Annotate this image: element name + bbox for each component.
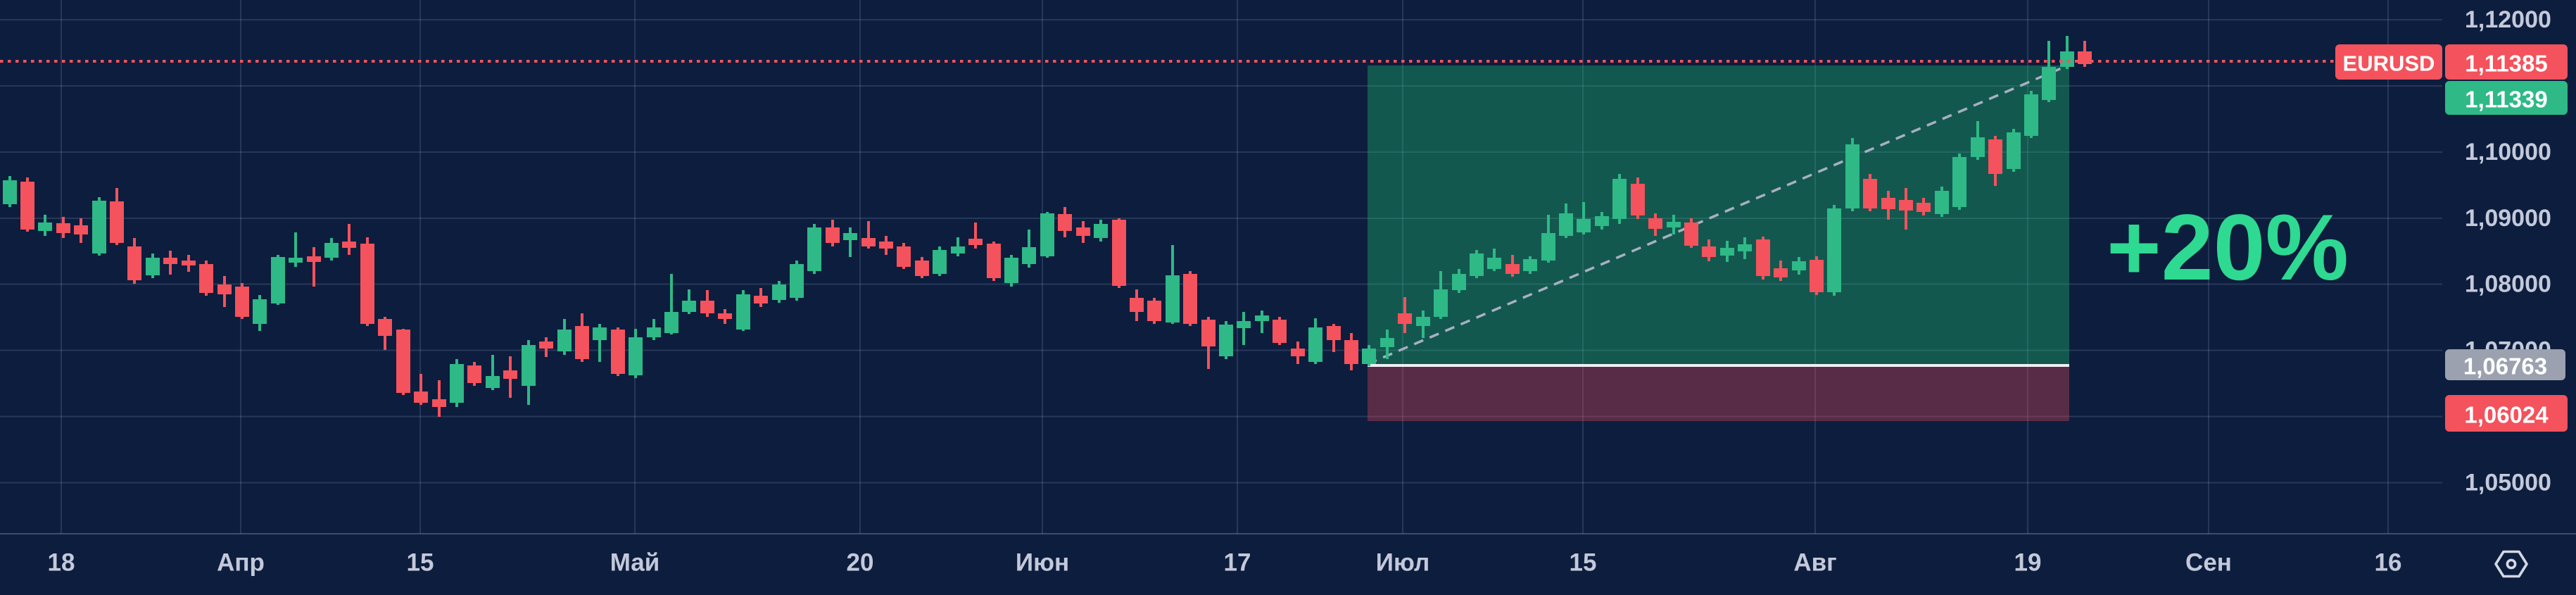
svg-text:15: 15 [407, 549, 434, 577]
svg-text:EURUSD: EURUSD [2343, 51, 2435, 76]
svg-text:Апр: Апр [217, 549, 265, 577]
svg-text:Май: Май [610, 549, 660, 577]
svg-text:1,05000: 1,05000 [2465, 470, 2551, 496]
svg-text:Июн: Июн [1016, 549, 1069, 577]
svg-text:18: 18 [48, 549, 75, 577]
svg-text:1,10000: 1,10000 [2465, 139, 2551, 165]
svg-text:+20%: +20% [2107, 196, 2349, 300]
svg-text:1,12000: 1,12000 [2465, 6, 2551, 33]
svg-text:1,06763: 1,06763 [2463, 353, 2547, 380]
svg-text:20: 20 [847, 549, 874, 577]
svg-text:1,11339: 1,11339 [2465, 87, 2547, 113]
svg-text:Авг: Авг [1793, 549, 1836, 577]
svg-text:Сен: Сен [2185, 549, 2232, 577]
svg-text:17: 17 [1224, 549, 1251, 577]
svg-text:15: 15 [1570, 549, 1597, 577]
svg-text:19: 19 [2014, 549, 2042, 577]
svg-text:16: 16 [2375, 549, 2402, 577]
svg-text:Июл: Июл [1376, 549, 1429, 577]
svg-text:1,09000: 1,09000 [2465, 205, 2551, 232]
svg-text:1,06024: 1,06024 [2464, 402, 2549, 428]
svg-text:1,11385: 1,11385 [2465, 51, 2547, 77]
svg-text:1,08000: 1,08000 [2465, 271, 2551, 298]
